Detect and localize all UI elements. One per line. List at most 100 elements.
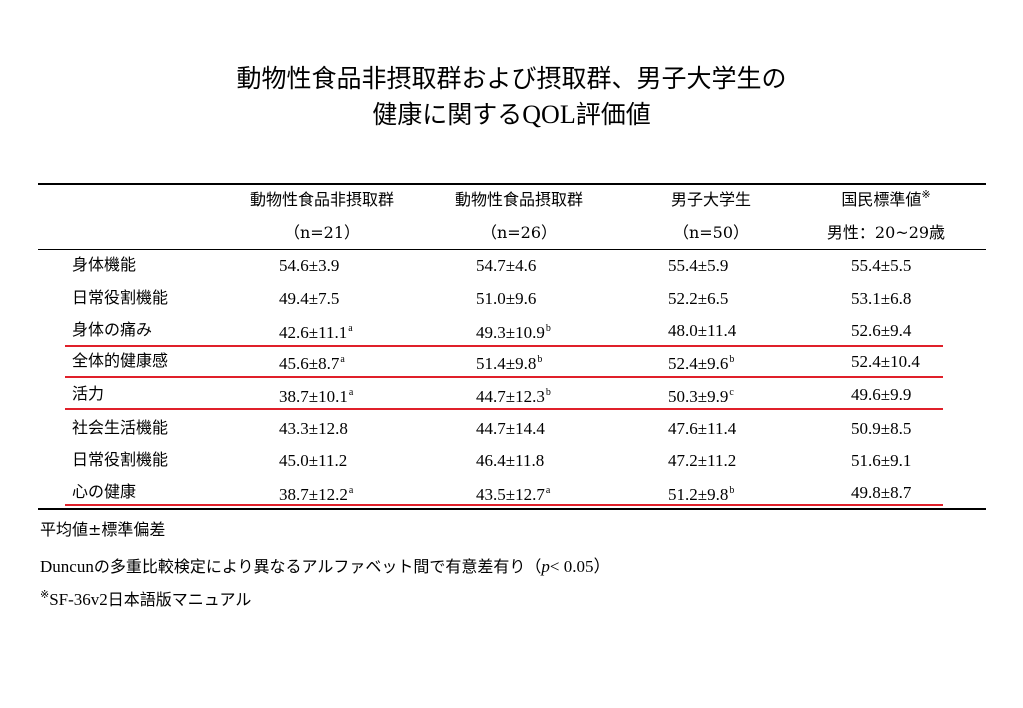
table-cell: 52.2±6.5: [668, 289, 728, 309]
table-cell: 55.4±5.9: [668, 256, 728, 276]
table-cell: 52.6±9.4: [851, 321, 911, 341]
note-significance-method: Duncun: [40, 557, 94, 576]
note-source-text: 日本語版マニュアル: [107, 590, 252, 609]
table-cell: 54.7±4.6: [476, 256, 536, 276]
title-line-2-latin: QOL: [522, 100, 576, 129]
cell-value: 49.4±7.5: [279, 289, 340, 308]
cell-value: 53.1±6.8: [851, 289, 912, 308]
table-bottom-rule: [38, 508, 986, 510]
cell-value: 54.6±3.9: [279, 256, 340, 275]
cell-value: 52.4±10.4: [851, 352, 920, 371]
note-significance-text: の多重比較検定により異なるアルファベット間で有意差有り（: [93, 557, 542, 576]
significance-letter: b: [545, 387, 551, 398]
table-cell: 38.7±10.1a: [279, 387, 353, 407]
cell-value: 38.7±12.2: [279, 485, 348, 504]
table-cell: 47.6±11.4: [668, 419, 736, 439]
cell-value: 51.0±9.6: [476, 289, 537, 308]
row-label: 社会生活機能: [72, 418, 169, 437]
column-subheader-4: 男性：20~29歳: [826, 223, 946, 242]
significance-letter: a: [348, 387, 354, 398]
table-cell: 47.2±11.2: [668, 451, 736, 471]
table-cell: 52.4±9.6b: [668, 354, 734, 374]
table-cell: 52.4±10.4: [851, 352, 920, 372]
table-cell: 49.6±9.9: [851, 385, 911, 405]
column-subheader-2: （n=26）: [480, 223, 558, 242]
cell-value: 50.3±9.9: [668, 387, 729, 406]
highlight-line-4: [65, 504, 943, 506]
column-subheader-3: （n=50）: [672, 223, 750, 242]
column-header-label: 国民標準値: [841, 190, 922, 209]
significance-letter: b: [537, 354, 543, 365]
significance-letter: c: [729, 387, 734, 398]
cell-value: 43.5±12.7: [476, 485, 545, 504]
cell-value: 45.6±8.7: [279, 354, 340, 373]
cell-value: 48.0±11.4: [668, 321, 737, 340]
table-cell: 46.4±11.8: [476, 451, 544, 471]
table-cell: 45.6±8.7a: [279, 354, 345, 374]
highlight-line-1: [65, 345, 943, 347]
column-header-4: 国民標準値※: [786, 188, 986, 210]
note-source-latin: SF-36v2: [49, 590, 108, 609]
row-label: 全体的健康感: [72, 351, 169, 370]
table-cell: 54.6±3.9: [279, 256, 339, 276]
significance-letter: a: [348, 485, 354, 496]
title-line-2-suffix: 評価値: [575, 100, 651, 129]
table-cell: 55.4±5.5: [851, 256, 911, 276]
cell-value: 49.8±8.7: [851, 483, 912, 502]
cell-value: 49.6±9.9: [851, 385, 912, 404]
title-line-2: 健康に関するQOL評価値: [0, 95, 1023, 131]
table-cell: 44.7±12.3b: [476, 387, 551, 407]
cell-value: 42.6±11.1: [279, 323, 348, 342]
significance-letter: a: [348, 323, 353, 334]
row-label: 活力: [72, 384, 105, 403]
highlight-line-2: [65, 376, 943, 378]
table-header-rule: [38, 249, 986, 250]
cell-value: 50.9±8.5: [851, 419, 912, 438]
note-significance-p: p: [541, 557, 550, 576]
row-label: 日常役割機能: [72, 450, 169, 469]
column-header-1: 動物性食品非摂取群: [222, 190, 422, 210]
note-mean-sd: 平均値±標準偏差: [40, 520, 166, 539]
note-significance: Duncunの多重比較検定により異なるアルファベット間で有意差有り（p< 0.0…: [40, 556, 610, 578]
column-header-label: 男子大学生: [670, 190, 751, 209]
highlight-line-3: [65, 408, 943, 410]
column-header-3: 男子大学生: [611, 190, 811, 210]
column-header-mark: ※: [921, 188, 931, 201]
column-header-label: 動物性食品摂取群: [454, 190, 583, 209]
cell-value: 51.6±9.1: [851, 451, 912, 470]
significance-letter: a: [340, 354, 345, 365]
table-cell: 43.5±12.7a: [476, 485, 550, 505]
table-cell: 44.7±14.4: [476, 419, 545, 439]
cell-value: 51.4±9.8: [476, 354, 537, 373]
title-line-1: 動物性食品非摂取群および摂取群、男子大学生の: [236, 64, 787, 93]
significance-letter: b: [729, 485, 735, 496]
cell-value: 44.7±14.4: [476, 419, 545, 438]
table-cell: 49.4±7.5: [279, 289, 339, 309]
significance-letter: b: [729, 354, 735, 365]
column-subheader-1: （n=21）: [283, 223, 361, 242]
cell-value: 43.3±12.8: [279, 419, 348, 438]
cell-value: 55.4±5.9: [668, 256, 729, 275]
cell-value: 38.7±10.1: [279, 387, 348, 406]
row-label: 身体機能: [72, 255, 137, 274]
significance-letter: a: [545, 485, 551, 496]
table-cell: 38.7±12.2a: [279, 485, 353, 505]
column-header-label: 動物性食品非摂取群: [249, 190, 394, 209]
table-cell: 48.0±11.4: [668, 321, 736, 341]
cell-value: 44.7±12.3: [476, 387, 545, 406]
cell-value: 52.4±9.6: [668, 354, 729, 373]
title-line-2-prefix: 健康に関する: [372, 100, 523, 129]
cell-value: 55.4±5.5: [851, 256, 912, 275]
table-cell: 51.0±9.6: [476, 289, 536, 309]
table-cell: 42.6±11.1a: [279, 323, 353, 343]
table-cell: 45.0±11.2: [279, 451, 347, 471]
table-cell: 43.3±12.8: [279, 419, 348, 439]
table-cell: 49.3±10.9b: [476, 323, 551, 343]
column-header-2: 動物性食品摂取群: [419, 190, 619, 210]
cell-value: 54.7±4.6: [476, 256, 537, 275]
table-cell: 53.1±6.8: [851, 289, 911, 309]
table-cell: 51.6±9.1: [851, 451, 911, 471]
cell-value: 47.6±11.4: [668, 419, 737, 438]
cell-value: 51.2±9.8: [668, 485, 729, 504]
table-cell: 51.2±9.8b: [668, 485, 734, 505]
